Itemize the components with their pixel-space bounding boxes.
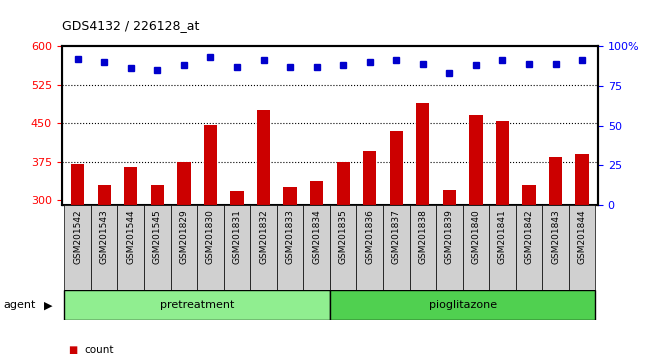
Bar bbox=[463, 205, 489, 290]
Text: GSM201829: GSM201829 bbox=[179, 210, 188, 264]
Bar bbox=[569, 205, 595, 290]
Bar bbox=[64, 205, 91, 290]
Bar bbox=[436, 205, 463, 290]
Text: GSM201544: GSM201544 bbox=[126, 210, 135, 264]
Text: ▶: ▶ bbox=[44, 300, 53, 310]
Text: agent: agent bbox=[3, 300, 36, 310]
Bar bbox=[304, 205, 330, 290]
Bar bbox=[197, 205, 224, 290]
Text: GSM201830: GSM201830 bbox=[206, 210, 215, 264]
Bar bbox=[91, 205, 118, 290]
Bar bbox=[277, 205, 304, 290]
Bar bbox=[98, 185, 111, 354]
Text: GSM201545: GSM201545 bbox=[153, 210, 162, 264]
Bar bbox=[469, 115, 482, 354]
Bar bbox=[523, 185, 536, 354]
Bar bbox=[224, 205, 250, 290]
Text: GSM201840: GSM201840 bbox=[471, 210, 480, 264]
Bar bbox=[356, 205, 383, 290]
Bar bbox=[416, 103, 430, 354]
Text: GSM201837: GSM201837 bbox=[392, 210, 401, 264]
Bar bbox=[64, 290, 330, 320]
Bar bbox=[170, 205, 197, 290]
Bar bbox=[337, 162, 350, 354]
Text: pretreatment: pretreatment bbox=[160, 300, 235, 310]
Bar bbox=[496, 120, 509, 354]
Text: GSM201839: GSM201839 bbox=[445, 210, 454, 264]
Text: GSM201831: GSM201831 bbox=[233, 210, 241, 264]
Text: GSM201834: GSM201834 bbox=[312, 210, 321, 264]
Text: GSM201835: GSM201835 bbox=[339, 210, 348, 264]
Bar bbox=[124, 167, 137, 354]
Bar bbox=[257, 110, 270, 354]
Text: GSM201842: GSM201842 bbox=[525, 210, 534, 264]
Bar bbox=[330, 290, 595, 320]
Bar bbox=[489, 205, 515, 290]
Bar bbox=[144, 205, 170, 290]
Text: GSM201833: GSM201833 bbox=[285, 210, 294, 264]
Bar bbox=[542, 205, 569, 290]
Bar bbox=[549, 156, 562, 354]
Bar bbox=[151, 185, 164, 354]
Text: GSM201836: GSM201836 bbox=[365, 210, 374, 264]
Text: count: count bbox=[84, 345, 114, 354]
Text: GSM201843: GSM201843 bbox=[551, 210, 560, 264]
Bar bbox=[204, 125, 217, 354]
Bar bbox=[230, 191, 244, 354]
Text: GSM201838: GSM201838 bbox=[419, 210, 427, 264]
Text: GSM201841: GSM201841 bbox=[498, 210, 507, 264]
Bar bbox=[330, 205, 356, 290]
Bar bbox=[575, 154, 589, 354]
Text: GSM201832: GSM201832 bbox=[259, 210, 268, 264]
Bar bbox=[177, 162, 190, 354]
Text: ■: ■ bbox=[68, 345, 77, 354]
Bar bbox=[383, 205, 410, 290]
Bar bbox=[443, 190, 456, 354]
Bar bbox=[283, 187, 296, 354]
Text: GSM201844: GSM201844 bbox=[578, 210, 586, 264]
Bar bbox=[410, 205, 436, 290]
Bar bbox=[363, 152, 376, 354]
Bar bbox=[71, 164, 84, 354]
Bar bbox=[515, 205, 542, 290]
Bar bbox=[118, 205, 144, 290]
Text: GSM201543: GSM201543 bbox=[99, 210, 109, 264]
Bar bbox=[250, 205, 277, 290]
Text: GDS4132 / 226128_at: GDS4132 / 226128_at bbox=[62, 19, 199, 32]
Bar bbox=[310, 181, 323, 354]
Text: GSM201542: GSM201542 bbox=[73, 210, 82, 264]
Bar bbox=[389, 131, 403, 354]
Text: pioglitazone: pioglitazone bbox=[428, 300, 497, 310]
